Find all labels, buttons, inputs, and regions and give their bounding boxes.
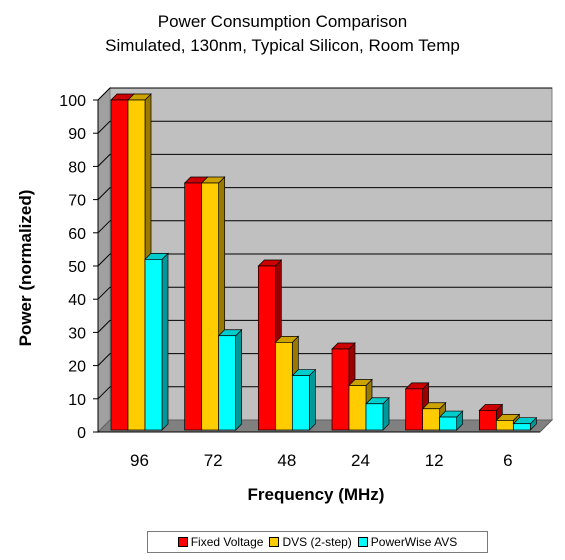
y-tick-label: 90 xyxy=(68,126,86,143)
legend-swatch-powerwise-avs xyxy=(357,537,368,547)
y-tick-label: 100 xyxy=(59,93,86,110)
legend-label-dvs: DVS (2-step) xyxy=(282,535,352,549)
bar-1-1 xyxy=(200,176,226,431)
legend-label-powerwise-avs: PowerWise AVS xyxy=(370,535,458,549)
y-tick-label: 0 xyxy=(77,425,86,442)
y-tick-labels: 0 10 20 30 40 50 60 70 80 90 100 xyxy=(59,93,98,442)
y-tick-label: 20 xyxy=(68,359,86,376)
bars xyxy=(110,93,538,431)
gridline-side xyxy=(97,187,111,200)
bar-2-2 xyxy=(291,368,317,431)
legend: Fixed Voltage DVS (2-step) PowerWise AVS xyxy=(147,531,488,553)
gridline-side xyxy=(97,286,111,300)
gridlines xyxy=(97,87,552,400)
y-tick-label: 60 xyxy=(68,226,86,243)
legend-item-fixed-voltage: Fixed Voltage xyxy=(177,535,264,549)
y-tick-label: 40 xyxy=(68,292,86,309)
bar-1-2 xyxy=(217,328,243,431)
x-tick-label: 12 xyxy=(425,451,444,470)
y-tick-label: 70 xyxy=(68,193,86,210)
bar-chart: 0 10 20 30 40 50 60 70 80 90 100 96 72 48 24 12 6 Frequ… xyxy=(16,86,554,504)
x-tick-label: 72 xyxy=(204,451,223,470)
gridline-side xyxy=(97,120,111,134)
x-tick-labels: 96 72 48 24 12 6 xyxy=(130,451,513,470)
x-tick-label: 6 xyxy=(503,451,512,470)
bar-4-2 xyxy=(438,410,464,431)
y-tick-label: 50 xyxy=(68,259,86,276)
legend-swatch-dvs xyxy=(269,537,280,547)
bar-0-2 xyxy=(144,252,169,431)
y-tick-label: 80 xyxy=(68,159,86,176)
gridline-side xyxy=(97,353,111,366)
gridline-side xyxy=(97,320,111,333)
gridline-side xyxy=(97,253,111,267)
legend-item-powerwise-avs: PowerWise AVS xyxy=(357,535,458,549)
y-tick-label: 30 xyxy=(68,325,86,342)
x-tick-label: 96 xyxy=(130,451,149,470)
bar-5-2 xyxy=(512,416,538,431)
gridline-side xyxy=(97,220,111,234)
gridline-side xyxy=(97,87,111,101)
gridline-side xyxy=(97,154,111,167)
legend-swatch-fixed-voltage xyxy=(177,537,188,547)
x-tick-label: 24 xyxy=(351,451,370,470)
chart-title: Power Consumption Comparison xyxy=(157,12,408,31)
y-axis-label: Power (normalized) xyxy=(16,190,35,347)
chart-subtitle: Simulated, 130nm, Typical Silicon, Room … xyxy=(105,36,460,55)
legend-item-dvs: DVS (2-step) xyxy=(269,535,352,549)
y-tick-label: 10 xyxy=(68,392,86,409)
bar-3-2 xyxy=(365,396,390,431)
x-axis-label: Frequency (MHz) xyxy=(248,485,385,504)
x-tick-label: 48 xyxy=(277,451,296,470)
gridline-side xyxy=(97,386,111,400)
legend-label-fixed-voltage: Fixed Voltage xyxy=(190,535,264,549)
